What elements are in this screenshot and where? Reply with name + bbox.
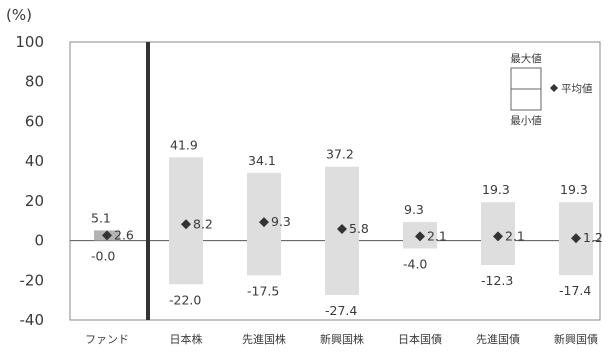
avg-label: 2.1: [505, 228, 525, 243]
min-label: -17.5: [247, 283, 279, 298]
max-label: 19.3: [560, 182, 588, 197]
x-tick-label: 日本国債: [398, 332, 442, 346]
max-label: 34.1: [248, 153, 276, 168]
data-labels: 2.65.1 -0.0 8.2 41.9 -22.0 9.3 34.1 -17.5 5.8 37.…: [91, 137, 603, 318]
min-label: -4.0: [403, 257, 427, 272]
avg-marker: [571, 233, 581, 244]
min-label: -12.3: [481, 273, 513, 288]
x-tick-label: 先進国債: [476, 332, 520, 346]
avg-label: 2.1: [427, 228, 447, 243]
avg-marker: [259, 217, 269, 228]
avg-marker: [493, 231, 503, 242]
legend-avg-label: 平均値: [561, 82, 593, 95]
legend-max-label: 最大値: [510, 52, 542, 65]
unit-label: (%): [6, 6, 32, 24]
y-tick-label: 60: [25, 112, 44, 130]
avg-marker: [102, 230, 112, 241]
y-tick-label: -20: [20, 271, 45, 289]
avg-label: 5.8: [349, 221, 369, 236]
axes: (%) 100 80 60 40 20 0 -20 -40 ファンド 日本株 先進国株 新興国株 日本国債…: [6, 6, 601, 346]
y-tick-label: -40: [20, 311, 45, 329]
x-tick-label: 日本株: [170, 332, 203, 346]
y-tick-label: 40: [25, 152, 44, 170]
avg-marker: [181, 219, 191, 230]
y-tick-label: 20: [25, 192, 44, 210]
min-label: -17.4: [559, 283, 591, 298]
y-tick-label: 100: [15, 33, 44, 51]
avg-label: 8.2: [193, 216, 213, 231]
x-tick-label: 先進国株: [242, 332, 286, 346]
x-tick-label: ファンド: [85, 333, 129, 346]
min-label: -22.0: [169, 292, 201, 307]
max-label: 9.3: [404, 202, 424, 217]
max-label: 37.2: [326, 147, 354, 162]
avg-label: 2.6: [114, 227, 134, 242]
avg-marker: [337, 224, 347, 235]
legend-min-label: 最小値: [510, 114, 542, 127]
x-tick-label: 新興国株: [320, 332, 364, 346]
avg-marker: [415, 231, 425, 242]
avg-label: 1.2: [583, 230, 603, 245]
bars: [94, 157, 593, 295]
avg-label: 9.3: [271, 214, 291, 229]
y-tick-label: 80: [25, 73, 44, 91]
legend-avg-marker: [550, 84, 558, 92]
min-label: -27.4: [325, 303, 357, 318]
plot-frame: [69, 41, 601, 321]
max-label: 41.9: [170, 137, 198, 152]
y-tick-label: 0: [34, 232, 44, 250]
max-label: 5.1: [91, 210, 111, 225]
x-tick-label: 新興国債: [554, 332, 598, 346]
max-label: 19.3: [482, 182, 510, 197]
min-label: -0.0: [91, 249, 115, 264]
